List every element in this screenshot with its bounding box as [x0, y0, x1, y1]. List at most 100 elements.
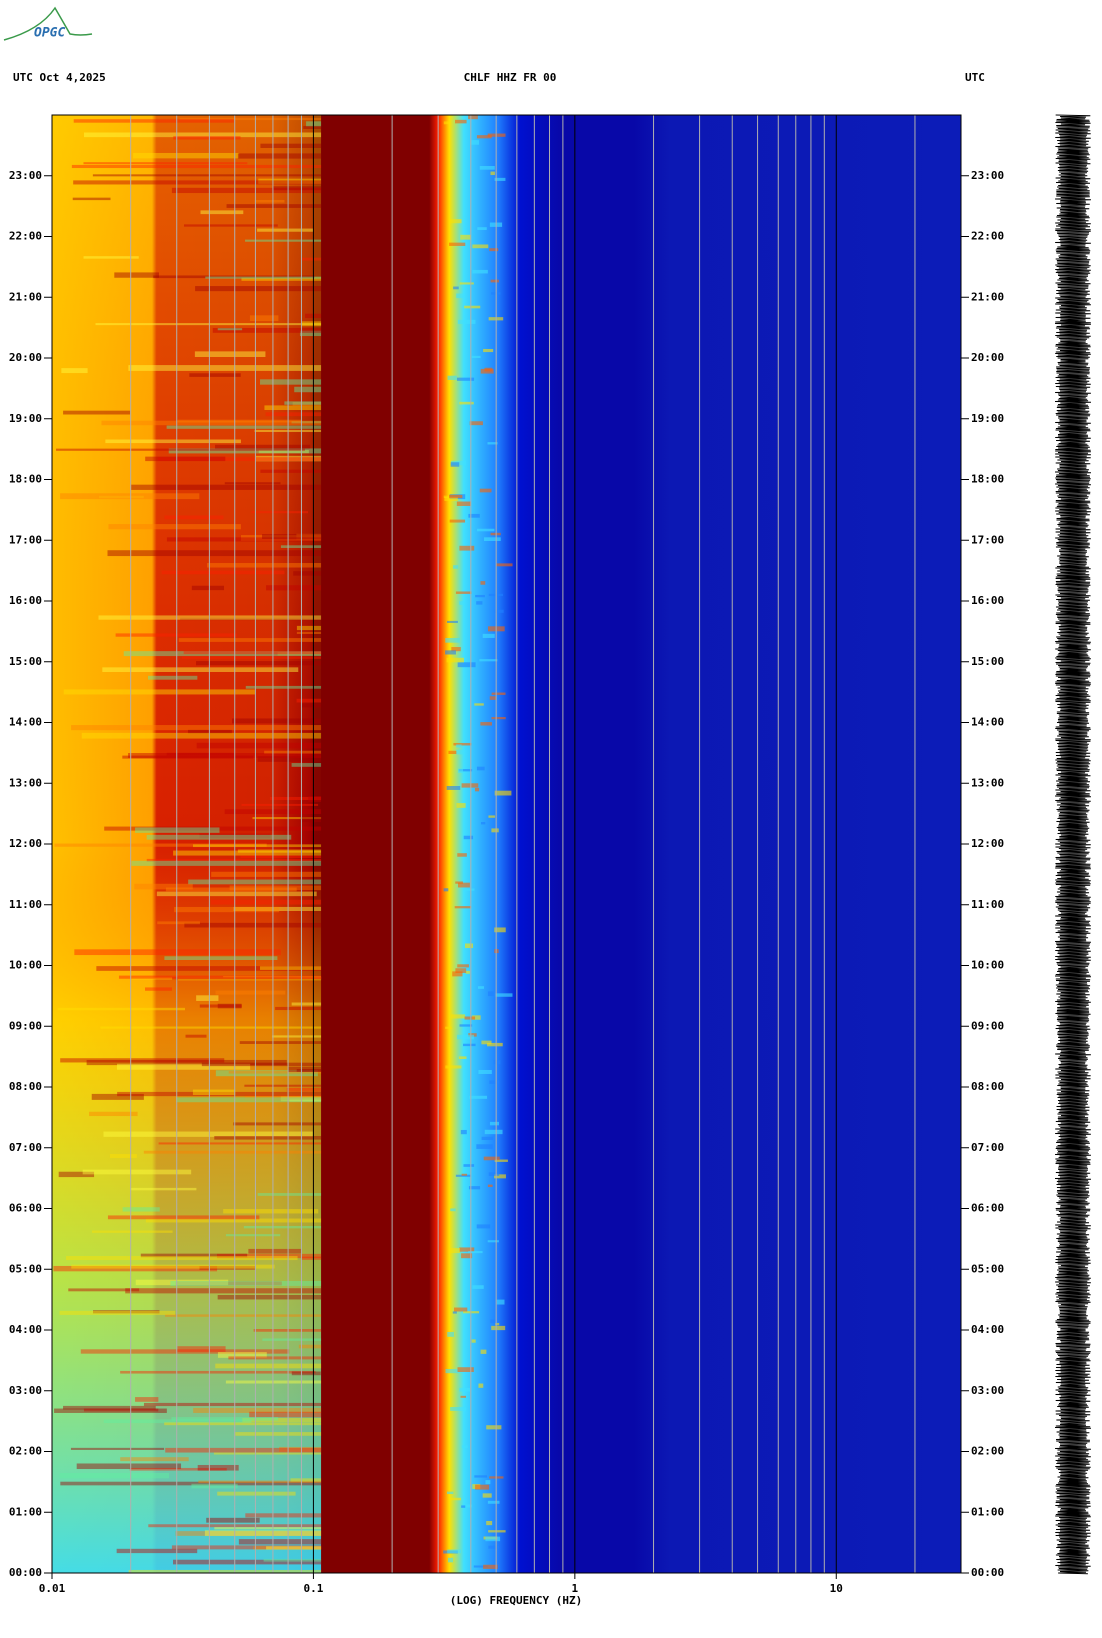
spectrogram-streak — [83, 1408, 159, 1412]
y-tick-label: 09:00 — [9, 1019, 42, 1032]
spectrogram-streak — [464, 305, 481, 309]
spectrogram-streak — [452, 1311, 457, 1314]
y2-tick-label: 16:00 — [971, 594, 1004, 607]
spectrogram-streak — [266, 585, 322, 591]
y2-tick-label: 15:00 — [971, 655, 1004, 668]
spectrogram-streak — [176, 1097, 322, 1103]
spectrogram-streak — [63, 1405, 156, 1410]
spectrogram-streak — [490, 1319, 498, 1324]
spectrogram-streak — [472, 269, 488, 274]
y-tick-label: 08:00 — [9, 1080, 42, 1093]
spectrogram-streak — [82, 1169, 192, 1175]
spectrogram-streak — [296, 698, 322, 703]
spectrogram-streak — [205, 276, 322, 279]
y-tick-label: 23:00 — [9, 169, 42, 182]
spectrogram-streak — [456, 803, 466, 808]
spectrogram-streak — [479, 165, 495, 170]
spectrogram-streak — [447, 375, 457, 380]
y-tick-label: 12:00 — [9, 837, 42, 850]
spectrogram-streak — [245, 239, 322, 242]
spectrogram-streak — [451, 647, 461, 652]
spectrogram-streak — [164, 1422, 322, 1426]
spectrogram-streak — [444, 496, 458, 501]
y2-tick-label: 09:00 — [971, 1019, 1004, 1032]
spectrogram-streak — [239, 1041, 322, 1044]
spectrogram-streak — [71, 164, 322, 169]
spectrogram-streak — [73, 180, 322, 185]
spectrogram-streak — [296, 631, 322, 634]
spectrogram-streak — [147, 675, 198, 680]
spectrogram-streak — [264, 405, 322, 411]
y2-tick-label: 17:00 — [971, 533, 1004, 546]
spectrogram-streak — [193, 1407, 322, 1413]
spectrogram-streak — [496, 563, 513, 567]
spectrogram-streak — [263, 1558, 322, 1562]
spectrogram-streak — [456, 744, 462, 748]
spectrogram-streak — [491, 717, 506, 720]
spectrogram-streak — [291, 1371, 321, 1376]
spectrogram-streak — [262, 1338, 322, 1341]
y-tick-label: 11:00 — [9, 898, 42, 911]
spectrogram-streak — [488, 1530, 506, 1533]
y-tick-label: 22:00 — [9, 230, 42, 243]
spectrogram-streak — [161, 570, 285, 575]
spectrogram-streak — [188, 879, 322, 885]
spectrogram-streak — [198, 1480, 322, 1483]
spectrogram-streak — [122, 755, 254, 759]
spectrogram-streak — [254, 199, 285, 203]
spectrogram-streak — [491, 828, 499, 833]
spectrogram-streak — [481, 1040, 492, 1045]
spectrogram-streak — [60, 1481, 322, 1486]
spectrogram-streak — [460, 1395, 467, 1398]
spectrogram-streak — [469, 1095, 488, 1099]
spectrogram-streak — [494, 927, 506, 933]
spectrogram-streak — [196, 661, 322, 666]
spectrogram-streak — [100, 1026, 322, 1029]
spectrogram-streak — [143, 1150, 322, 1154]
spectrogram-streak — [196, 995, 219, 1001]
spectrogram-streak — [248, 1248, 302, 1254]
spectrogram-streak — [262, 534, 322, 539]
spectrogram-streak — [448, 1248, 460, 1254]
spectrogram-streak — [490, 279, 499, 283]
spectrogram-streak — [471, 355, 481, 359]
spectrogram-streak — [179, 117, 322, 121]
spectrogram-streak — [461, 1253, 473, 1259]
spectrogram-streak — [212, 327, 322, 333]
spectrogram-streak — [494, 1159, 508, 1162]
spectrogram-streak — [474, 1475, 488, 1478]
utc-label: UTC — [965, 71, 985, 84]
spectrogram-streak — [455, 968, 467, 973]
spectrogram-streak — [224, 482, 281, 485]
chart-title: CHLF HHZ FR 00 — [464, 71, 557, 84]
spectrogram-streak — [279, 1446, 322, 1452]
spectrogram-streak — [445, 1026, 452, 1029]
x-tick-label: 0.01 — [39, 1582, 66, 1595]
spectrogram-streak — [182, 656, 322, 659]
spectrogram-streak — [165, 887, 297, 892]
spectrogram-streak — [76, 1463, 182, 1470]
spectrogram-streak — [445, 650, 456, 655]
spectrogram-streak — [71, 1264, 275, 1269]
spectrogram-streak — [249, 1411, 322, 1418]
spectrogram-streak — [291, 763, 322, 767]
spectrogram-streak — [459, 601, 465, 605]
spectrogram-streak — [480, 368, 494, 374]
spectrogram-streak — [458, 769, 473, 772]
spectrogram-streak — [481, 822, 486, 825]
spectrogram-streak — [158, 1142, 322, 1145]
spectrogram-streak — [478, 1383, 484, 1388]
spectrogram-streak — [117, 1091, 322, 1097]
spectrogram-streak — [216, 1253, 322, 1259]
spectrogram-streak — [291, 421, 322, 424]
spectrogram-streak — [453, 565, 459, 569]
spectrogram-streak — [298, 1344, 322, 1349]
spectrogram-streak — [171, 1417, 279, 1421]
spectrogram-streak — [455, 1174, 471, 1177]
spectrogram-streak — [468, 1251, 483, 1254]
spectrogram-streak — [301, 257, 322, 261]
spectrogram-streak — [128, 365, 322, 371]
spectrogram-streak — [183, 651, 322, 655]
spectrogram-streak — [123, 651, 322, 657]
